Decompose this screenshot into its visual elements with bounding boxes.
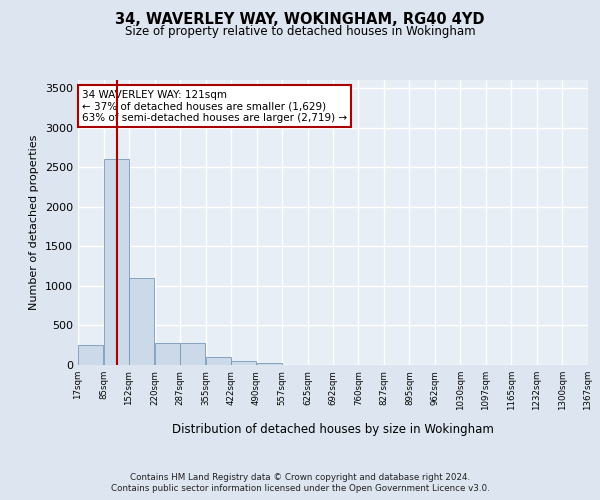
Bar <box>180 343 205 365</box>
Bar <box>155 343 180 365</box>
Bar <box>231 361 256 365</box>
Bar <box>129 278 154 365</box>
Y-axis label: Number of detached properties: Number of detached properties <box>29 135 40 310</box>
Bar <box>104 159 129 365</box>
Bar <box>206 357 230 365</box>
Text: Distribution of detached houses by size in Wokingham: Distribution of detached houses by size … <box>172 422 494 436</box>
Text: Size of property relative to detached houses in Wokingham: Size of property relative to detached ho… <box>125 25 475 38</box>
Text: 34, WAVERLEY WAY, WOKINGHAM, RG40 4YD: 34, WAVERLEY WAY, WOKINGHAM, RG40 4YD <box>115 12 485 28</box>
Text: Contains public sector information licensed under the Open Government Licence v3: Contains public sector information licen… <box>110 484 490 493</box>
Text: Contains HM Land Registry data © Crown copyright and database right 2024.: Contains HM Land Registry data © Crown c… <box>130 472 470 482</box>
Bar <box>257 362 281 365</box>
Text: 34 WAVERLEY WAY: 121sqm
← 37% of detached houses are smaller (1,629)
63% of semi: 34 WAVERLEY WAY: 121sqm ← 37% of detache… <box>82 90 347 122</box>
Bar <box>78 345 103 365</box>
